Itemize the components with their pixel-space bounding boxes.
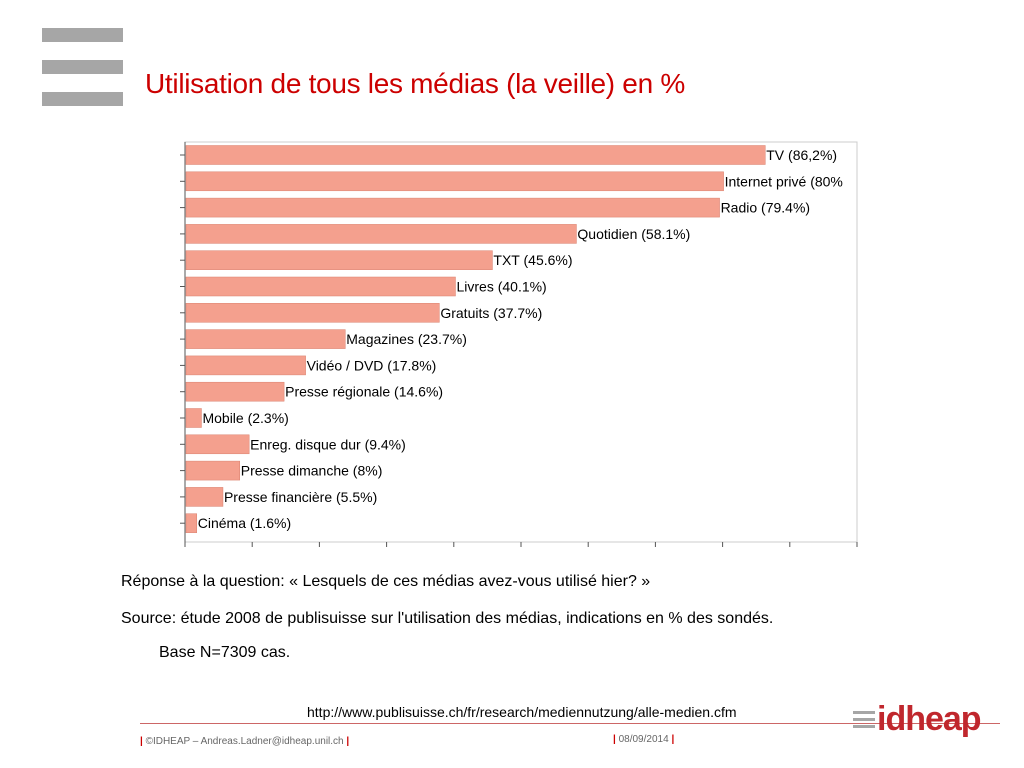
logo-bar [42,28,123,42]
bar-chart: TV (86,2%) Internet privé (80% Radio (79.4… [180,141,858,547]
bar [185,250,493,270]
bar-label: Presse financière (5.5%) [224,489,377,505]
bar-label: Presse régionale (14.6%) [285,384,443,400]
idheap-logo: idheap [853,700,982,738]
logo-lines-icon [853,709,875,730]
bar-label: TXT (45.6%) [493,252,572,268]
bar-label: Gratuits (37.7%) [440,305,542,321]
bar-label: Magazines (23.7%) [346,331,467,347]
bar [185,460,241,481]
bar-label: Mobile (2.3%) [202,410,288,426]
footer-divider [140,723,1000,724]
bar [185,329,346,349]
bars-group: TV (86,2%) Internet privé (80% Radio (79.4… [185,145,843,533]
bar-label: Cinéma (1.6%) [198,515,291,531]
logo-wordmark: idheap [877,700,982,738]
footer-separator: | [613,734,616,745]
footer-separator: | [671,734,675,745]
footer-date: 08/09/2014 [618,734,669,745]
bar [185,487,224,507]
logo-bars [42,28,123,124]
bar-label: Enreg. disque dur (9.4%) [250,436,406,452]
logo-bar [42,92,123,106]
bar-label: TV (86,2%) [766,147,837,163]
footer-left: | ©IDHEAP – Andreas.Ladner@idheap.unil.c… [140,736,349,747]
bar [185,303,440,323]
bar [185,434,250,455]
bar [185,145,766,165]
bar [185,171,724,192]
footer-separator: | [140,736,143,747]
bar [185,408,202,428]
source-text: Source: étude 2008 de publisuisse sur l'… [121,610,774,627]
slide-title: Utilisation de tous les médias (la veill… [145,68,685,99]
bar-label: Livres (40.1%) [456,279,546,295]
footer-right: | 08/09/2014 | [613,734,674,745]
bar-label: Quotidien (58.1%) [577,226,690,242]
bar [185,197,720,218]
bar-label: Vidéo / DVD (17.8%) [307,357,437,373]
source-link[interactable]: http://www.publisuisse.ch/fr/research/me… [307,704,737,720]
bar [185,276,456,297]
bar [185,381,285,402]
footer-separator: | [346,736,350,747]
logo-bar [42,60,123,74]
base-text: Base N=7309 cas. [159,644,291,661]
bar-label: Presse dimanche (8%) [241,463,383,479]
bar-label: Radio (79.4%) [721,200,811,216]
question-text: Réponse à la question: « Lesquels de ces… [121,573,651,590]
bar-label: Internet privé (80% [725,173,843,189]
bar [185,355,306,376]
bar [185,513,198,533]
footer-copyright: ©IDHEAP – Andreas.Ladner@idheap.unil.ch [145,736,344,747]
bar [185,224,577,244]
